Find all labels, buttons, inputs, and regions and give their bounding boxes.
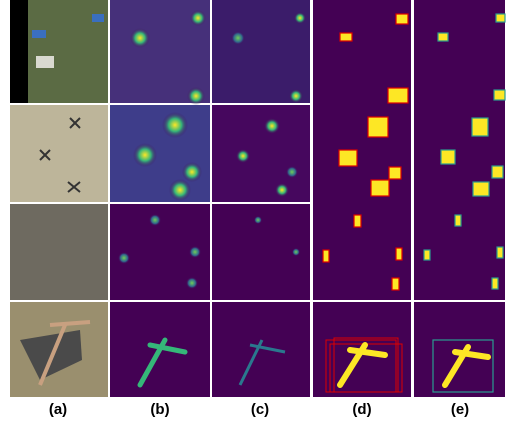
shape bbox=[389, 167, 401, 179]
figure: (a) (b) (c) (d) (e) bbox=[0, 0, 508, 423]
shape bbox=[438, 33, 448, 41]
activation bbox=[130, 28, 150, 48]
aerial-image bbox=[10, 105, 108, 202]
shape bbox=[455, 215, 461, 226]
panel-label: (c) bbox=[251, 401, 269, 418]
shape bbox=[494, 90, 505, 100]
shape bbox=[388, 88, 408, 103]
shape bbox=[339, 150, 357, 166]
activation bbox=[294, 12, 306, 24]
column-b bbox=[110, 0, 210, 397]
activation bbox=[169, 179, 191, 201]
roof bbox=[92, 14, 104, 22]
mask-panel bbox=[414, 302, 505, 397]
roof bbox=[32, 30, 46, 38]
roof bbox=[36, 56, 54, 68]
panel-label: (d) bbox=[352, 401, 371, 418]
shape bbox=[424, 250, 430, 260]
activation bbox=[236, 149, 250, 163]
shape bbox=[323, 250, 329, 262]
activation bbox=[187, 87, 205, 105]
shape bbox=[472, 118, 488, 136]
shape bbox=[441, 150, 455, 164]
shape bbox=[496, 14, 505, 22]
activation bbox=[289, 89, 303, 103]
shape bbox=[497, 247, 503, 258]
activation bbox=[286, 166, 298, 178]
activation bbox=[264, 118, 280, 134]
shape bbox=[368, 117, 388, 137]
labels: (a) (b) (c) (d) (e) bbox=[49, 401, 469, 418]
activation bbox=[254, 216, 262, 224]
panel-label: (b) bbox=[150, 401, 169, 418]
activation bbox=[190, 10, 206, 26]
activation bbox=[186, 277, 198, 289]
activation bbox=[162, 112, 188, 138]
shape bbox=[492, 166, 503, 178]
column-a bbox=[10, 0, 108, 397]
column-d bbox=[313, 0, 411, 397]
shape bbox=[371, 180, 389, 196]
activation bbox=[292, 248, 300, 256]
shape bbox=[492, 278, 498, 289]
panel-label: (a) bbox=[49, 401, 67, 418]
heatmap bbox=[110, 105, 210, 202]
heatmap bbox=[212, 105, 310, 202]
activation bbox=[182, 162, 202, 182]
column-c bbox=[212, 0, 310, 397]
shape bbox=[354, 215, 361, 227]
panel-label: (e) bbox=[451, 401, 469, 418]
activation bbox=[118, 252, 130, 264]
column-e bbox=[414, 0, 505, 397]
activation bbox=[133, 143, 157, 167]
shape bbox=[340, 33, 352, 41]
shape bbox=[396, 14, 408, 24]
activation bbox=[275, 183, 289, 197]
image-border bbox=[10, 0, 28, 103]
activation bbox=[231, 31, 245, 45]
heatmap bbox=[212, 302, 310, 397]
shape bbox=[473, 182, 489, 196]
activation bbox=[149, 214, 161, 226]
aerial-image bbox=[10, 204, 108, 300]
activation bbox=[189, 246, 201, 258]
shape bbox=[392, 278, 399, 290]
shape bbox=[396, 248, 402, 260]
